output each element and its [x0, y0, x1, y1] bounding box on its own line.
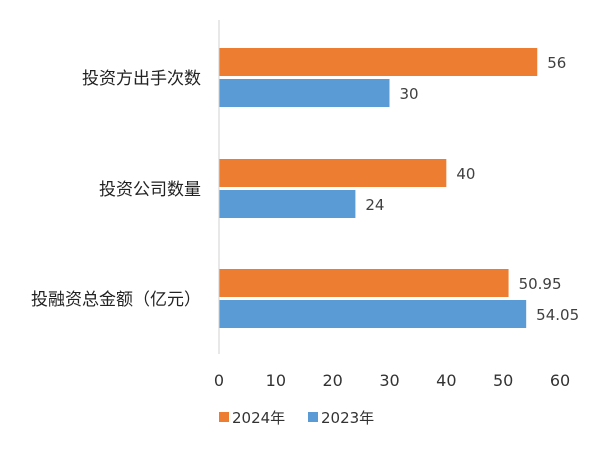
x-tick-label: 40	[436, 371, 456, 390]
data-labels: 56 30 40 24 50.95 54.05	[365, 54, 579, 324]
bar-series-1	[219, 159, 447, 187]
x-tick-label: 50	[493, 371, 513, 390]
x-axis-ticks: 0 10 20 30 40 50 60	[214, 371, 570, 390]
data-label: 50.95	[519, 275, 562, 293]
x-tick-label: 60	[550, 371, 570, 390]
x-tick-label: 20	[322, 371, 342, 390]
category-label: 投资公司数量	[99, 180, 201, 200]
bar-series-1	[219, 269, 509, 297]
data-label: 40	[456, 165, 475, 183]
bar-series-2	[219, 190, 356, 218]
legend: 2024年 2023年	[219, 409, 374, 427]
data-label: 54.05	[536, 306, 579, 324]
data-label: 30	[400, 85, 419, 103]
category-label: 投资方出手次数	[82, 69, 201, 89]
legend-label: 2024年	[232, 409, 285, 427]
legend-label: 2023年	[321, 409, 374, 427]
x-tick-label: 30	[379, 371, 399, 390]
data-label: 56	[547, 54, 566, 72]
category-label: 投融资总金额（亿元）	[31, 290, 201, 310]
bar-series-1	[219, 48, 538, 76]
bar-series-2	[219, 79, 390, 107]
legend-swatch	[219, 412, 229, 422]
data-label: 24	[365, 196, 384, 214]
x-tick-label: 0	[214, 371, 224, 390]
bar-series-2	[219, 300, 527, 328]
bars-group	[219, 48, 538, 328]
legend-swatch	[308, 412, 318, 422]
x-tick-label: 10	[266, 371, 286, 390]
